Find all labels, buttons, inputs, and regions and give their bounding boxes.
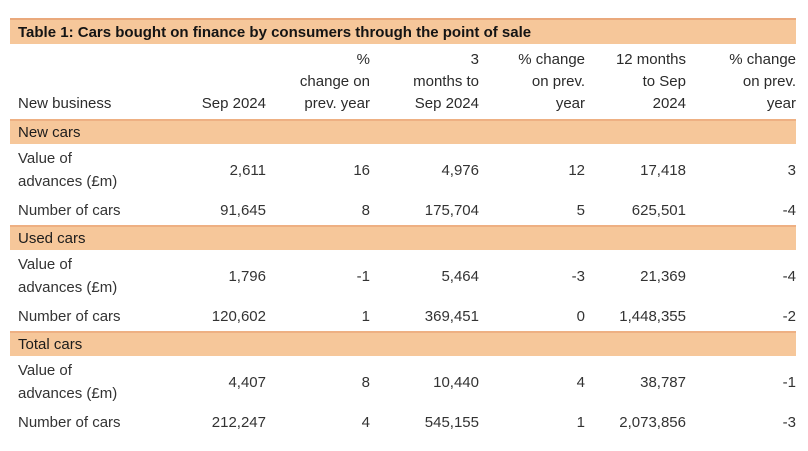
table-cell: 4 [576, 373, 585, 391]
table-cell: 0 [576, 308, 585, 325]
column-header-new-business: New business [18, 95, 112, 112]
section-header: Total cars [10, 331, 796, 356]
section-header: New cars [10, 119, 796, 144]
table-cell: 3 [787, 161, 796, 179]
column-header: % change on prev. year [729, 51, 796, 112]
table-cell: 21,369 [640, 267, 686, 285]
column-header: Sep 2024 [201, 95, 266, 112]
table-cell: -3 [571, 267, 585, 285]
table-cell: 2,073,856 [619, 414, 686, 431]
table-cell: 1 [361, 308, 370, 325]
table-cell: -4 [782, 202, 796, 219]
table-cell: 12 [568, 161, 585, 179]
table-cell: 5,464 [441, 267, 479, 285]
table-body: New cars Value of advances (£m) 2,611 16 4,9… [10, 119, 796, 437]
row-label: Number of cars [18, 202, 121, 219]
table-row: Number of cars 120,602 1 369,451 0 1,448,355 -… [10, 302, 796, 331]
table-cell: 8 [361, 373, 370, 391]
table-row: Number of cars 91,645 8 175,704 5 625,501 -4 [10, 196, 796, 225]
row-label: Value of advances (£m) [18, 256, 118, 296]
table-cell: 625,501 [631, 202, 686, 219]
table-cell: -3 [782, 414, 796, 431]
table-cell: 1,448,355 [619, 308, 686, 325]
column-header: % change on prev. year [299, 51, 370, 112]
table-cell: 369,451 [424, 308, 479, 325]
row-label: Value of advances (£m) [18, 362, 118, 402]
table-cell: 175,704 [424, 202, 479, 219]
row-label: Number of cars [18, 414, 121, 431]
table-cell: 4,976 [441, 161, 479, 179]
table-cell: 5 [576, 202, 585, 219]
table-row: Value of advances (£m) 4,407 8 10,440 4 38,78… [10, 356, 796, 408]
column-header: 3 months to Sep 2024 [413, 51, 479, 112]
row-label: Value of advances (£m) [18, 150, 118, 190]
section-header: Used cars [10, 225, 796, 250]
table-cell: 38,787 [640, 373, 686, 391]
table-cell: 1,796 [228, 267, 266, 285]
table-title: Table 1: Cars bought on finance by consu… [18, 23, 532, 41]
table-cell: 120,602 [211, 308, 266, 325]
column-header: % change on prev. year [518, 51, 585, 112]
table-cell: 17,418 [640, 161, 686, 179]
table-cell: 16 [353, 161, 370, 179]
column-header-row: New business Sep 2024 % change on prev. ye… [10, 44, 796, 119]
table-cell: 2,611 [229, 161, 266, 179]
table-row: Number of cars 212,247 4 545,155 1 2,073,856 -… [10, 408, 796, 437]
table-cell: 10,440 [433, 373, 479, 391]
table-cell: 4,407 [228, 373, 266, 391]
table-title-bar: Table 1: Cars bought on finance by consu… [10, 18, 796, 44]
table-row: Value of advances (£m) 2,611 16 4,976 12 17,4… [10, 144, 796, 196]
table-cell: 8 [361, 202, 370, 219]
table-cell: 545,155 [424, 414, 479, 431]
table-cell: 4 [361, 414, 370, 431]
table-cell: -2 [782, 308, 796, 325]
table-row: Value of advances (£m) 1,796 -1 5,464 -3 21,3… [10, 250, 796, 302]
page: Table 1: Cars bought on finance by consu… [10, 18, 796, 437]
column-header: 12 months to Sep 2024 [615, 51, 686, 112]
table-cell: -4 [782, 267, 796, 285]
table-cell: -1 [782, 373, 796, 391]
table-cell: -1 [356, 267, 370, 285]
table-cell: 91,645 [220, 202, 266, 219]
row-label: Number of cars [18, 308, 121, 325]
table-cell: 212,247 [211, 414, 266, 431]
table-cell: 1 [576, 414, 585, 431]
finance-table: Table 1: Cars bought on finance by consu… [10, 18, 796, 437]
